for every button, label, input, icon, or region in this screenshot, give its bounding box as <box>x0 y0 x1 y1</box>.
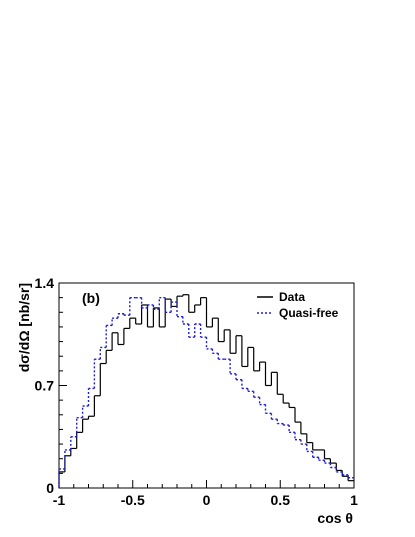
x-tick-label: -1 <box>53 492 66 508</box>
panel-label: (b) <box>82 290 100 306</box>
x-tick-label: 0 <box>203 492 211 508</box>
series-quasi-free <box>58 296 354 488</box>
x-axis-title: cos θ <box>317 510 353 526</box>
series-layer <box>58 294 354 488</box>
axis-ticks <box>58 282 355 489</box>
series-data <box>58 294 354 488</box>
x-tick-label: 1 <box>350 492 358 508</box>
x-tick-label: -0.5 <box>121 492 145 508</box>
legend-label-quasi-free: Quasi-free <box>279 306 339 320</box>
y-tick-label: 0.7 <box>35 378 55 394</box>
tick-labels: -1 -0.5 0 0.5 1 0 0.7 1.4 <box>35 275 359 508</box>
y-tick-label: 1.4 <box>35 275 55 291</box>
legend: Data Quasi-free <box>257 290 339 320</box>
y-axis-title: dσ/dΩ [nb/sr] <box>16 283 32 372</box>
legend-label-data: Data <box>279 290 305 304</box>
x-tick-label: 0.5 <box>271 492 291 508</box>
y-tick-label: 0 <box>46 480 54 496</box>
